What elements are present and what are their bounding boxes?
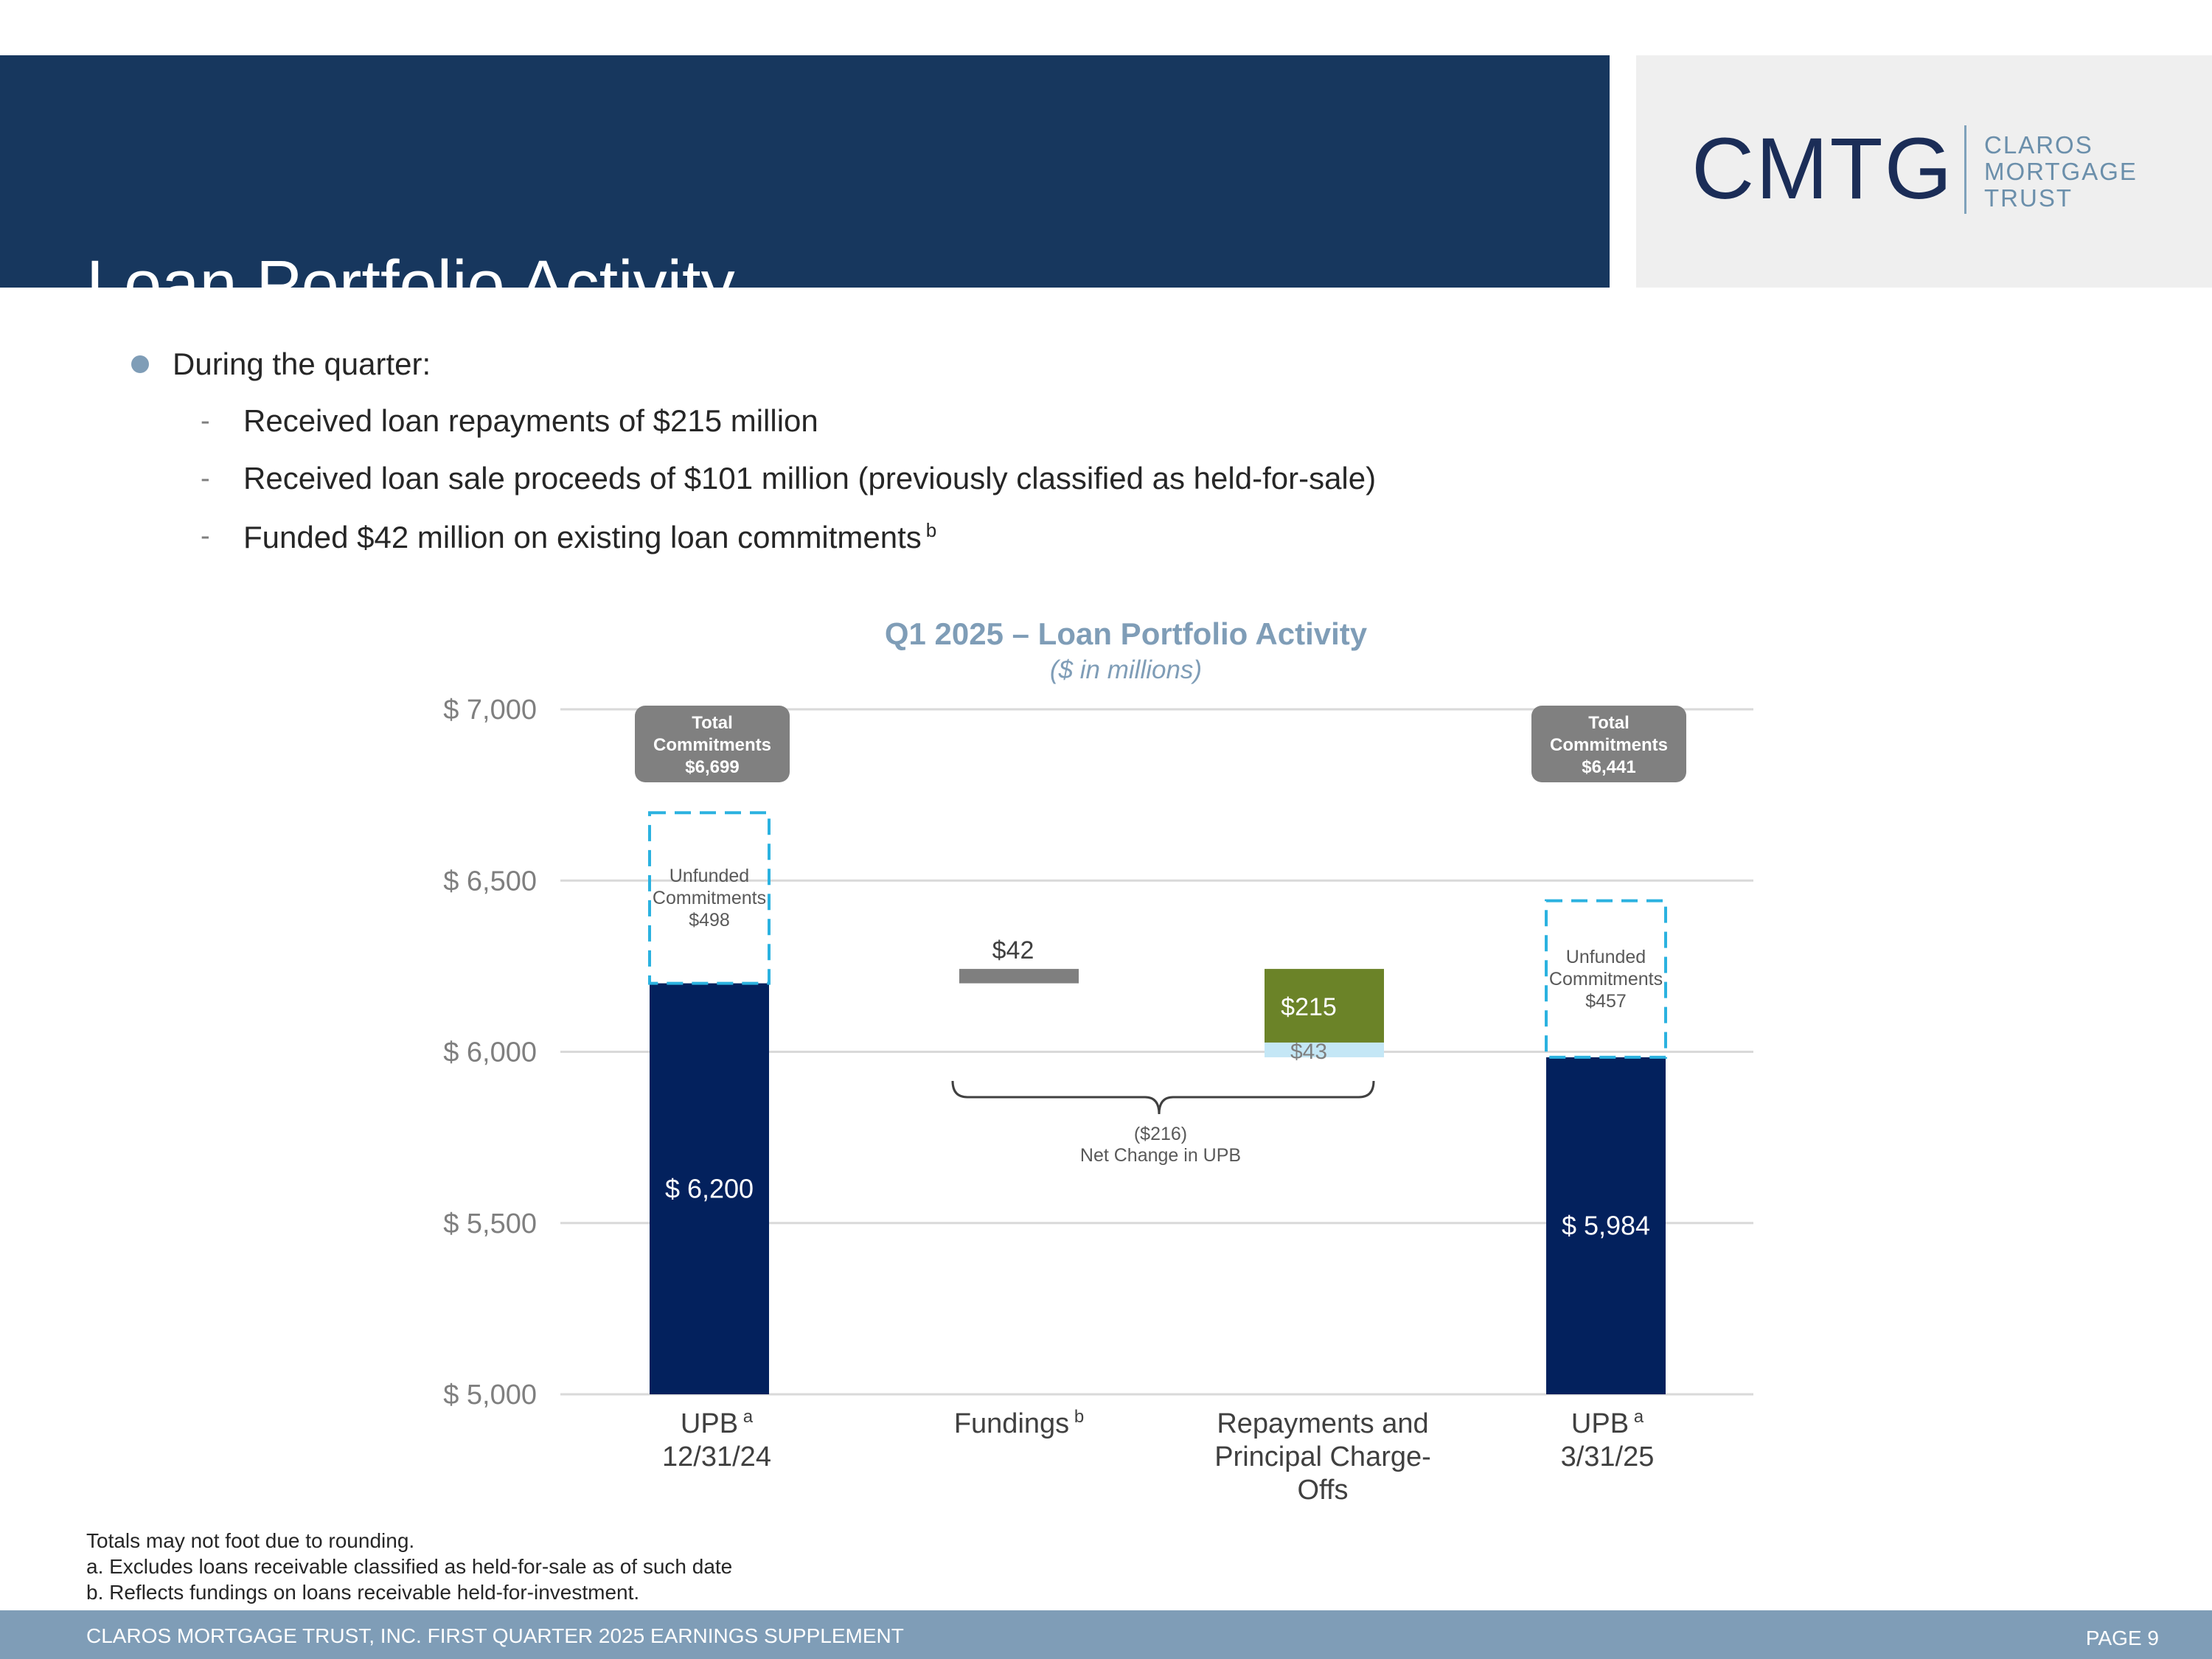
header-band: Loan Portfolio Activity [0,55,1610,319]
footnote-b: b. Reflects fundings on loans receivable… [86,1581,640,1604]
repayments-bar [1265,969,1384,1043]
y-tick-label: $ 5,500 [443,1208,537,1239]
page-number: PAGE 9 [2085,1627,2159,1649]
net-change-brace [951,1080,1375,1115]
y-tick-label: $ 6,000 [443,1037,537,1068]
x-category-label: Principal Charge- [1214,1441,1431,1472]
logo-panel: CMTG CLAROS MORTGAGE TRUST [1636,55,2212,288]
fundings-label: $42 [992,936,1034,964]
net-change-label: Net Change in UPB [1080,1145,1241,1166]
bullet-dot-icon [131,355,149,373]
bullet-item-fundings: Funded $42 million on existing loan comm… [243,521,936,553]
x-category-label: Fundings b [954,1407,1084,1439]
charge-offs-bar [1265,1042,1384,1057]
y-tick-label: $ 5,000 [443,1380,537,1411]
logo-mark: CMTG [1691,120,1954,218]
chart-plot-area: $ 5,000 $ 5,500 $ 6,000 $ 6,500 $ 7,000 $ 6,2… [443,695,1753,1506]
upb-bar [650,983,769,1394]
chart-subtitle: ($ in millions) [1050,655,1202,684]
unfunded-commitments-label: $498 [689,910,730,931]
total-commitments-label: Commitments [653,735,771,755]
net-change-label: ($216) [1134,1124,1187,1144]
bullet-item-fundings-note: b [925,519,937,541]
x-category-label: Offs [1298,1475,1349,1506]
footnotes: Totals may not foot due to rounding. a. … [86,1528,732,1605]
x-category-label: UPB a [681,1407,754,1439]
repayments-label: $215 [1281,993,1337,1021]
logo-word-claros: CLAROS [1984,131,2093,159]
page-title: Loan Portfolio Activity [86,247,735,322]
x-category-label: 12/31/24 [662,1441,771,1472]
total-commitments-label: $6,699 [685,757,739,777]
total-commitments-box [1531,706,1686,782]
total-commitments-label: Commitments [1550,735,1668,755]
logo-divider [1964,125,1966,214]
logo-word-mortgage: MORTGAGE [1984,158,2138,185]
total-commitments-label: $6,441 [1582,757,1635,777]
dash-icon: - [201,521,210,552]
bullet-item-loan-sale: Received loan sale proceeds of $101 mill… [243,461,1377,495]
footer-band: CLAROS MORTGAGE TRUST, INC. FIRST QUARTE… [0,1610,2212,1659]
bullet-item-repayments: Received loan repayments of $215 million [243,403,818,438]
upb-bar [1546,1057,1666,1394]
chart-title: Q1 2025 – Loan Portfolio Activity [885,616,1368,651]
unfunded-commitments-label: Unfunded [669,866,749,886]
unfunded-commitments-label: Commitments [1549,969,1663,990]
dash-icon: - [201,463,210,494]
footer-company-text: CLAROS MORTGAGE TRUST, INC. FIRST QUARTE… [86,1624,904,1647]
footnote-rounding: Totals may not foot due to rounding. [86,1529,415,1552]
total-commitments-label: Total [1588,713,1630,733]
y-tick-label: $ 6,500 [443,866,537,897]
logo-word-trust: TRUST [1984,184,2073,212]
dash-icon: - [201,406,210,437]
footnote-a: a. Excludes loans receivable classified … [86,1555,733,1578]
total-commitments-box [635,706,790,782]
unfunded-commitments-label: $457 [1585,991,1627,1012]
fundings-bar [959,969,1079,984]
x-category-label: 3/31/25 [1561,1441,1655,1472]
bullet-item-fundings-text: Funded $42 million on existing loan comm… [243,520,922,554]
unfunded-commitments-box [648,811,771,985]
total-commitments-label: Total [692,713,733,733]
unfunded-commitments-label: Commitments [653,888,766,908]
x-category-label: Repayments and [1217,1408,1428,1439]
upb-bar-label: $ 5,984 [1562,1210,1650,1240]
y-tick-label: $ 7,000 [443,695,537,726]
charge-offs-label: $43 [1290,1040,1327,1064]
unfunded-commitments-label: Unfunded [1566,947,1646,967]
x-category-label: UPB a [1571,1407,1644,1439]
bullet-lead: During the quarter: [173,347,431,381]
upb-bar-label: $ 6,200 [665,1173,754,1203]
unfunded-commitments-box [1545,899,1667,1059]
